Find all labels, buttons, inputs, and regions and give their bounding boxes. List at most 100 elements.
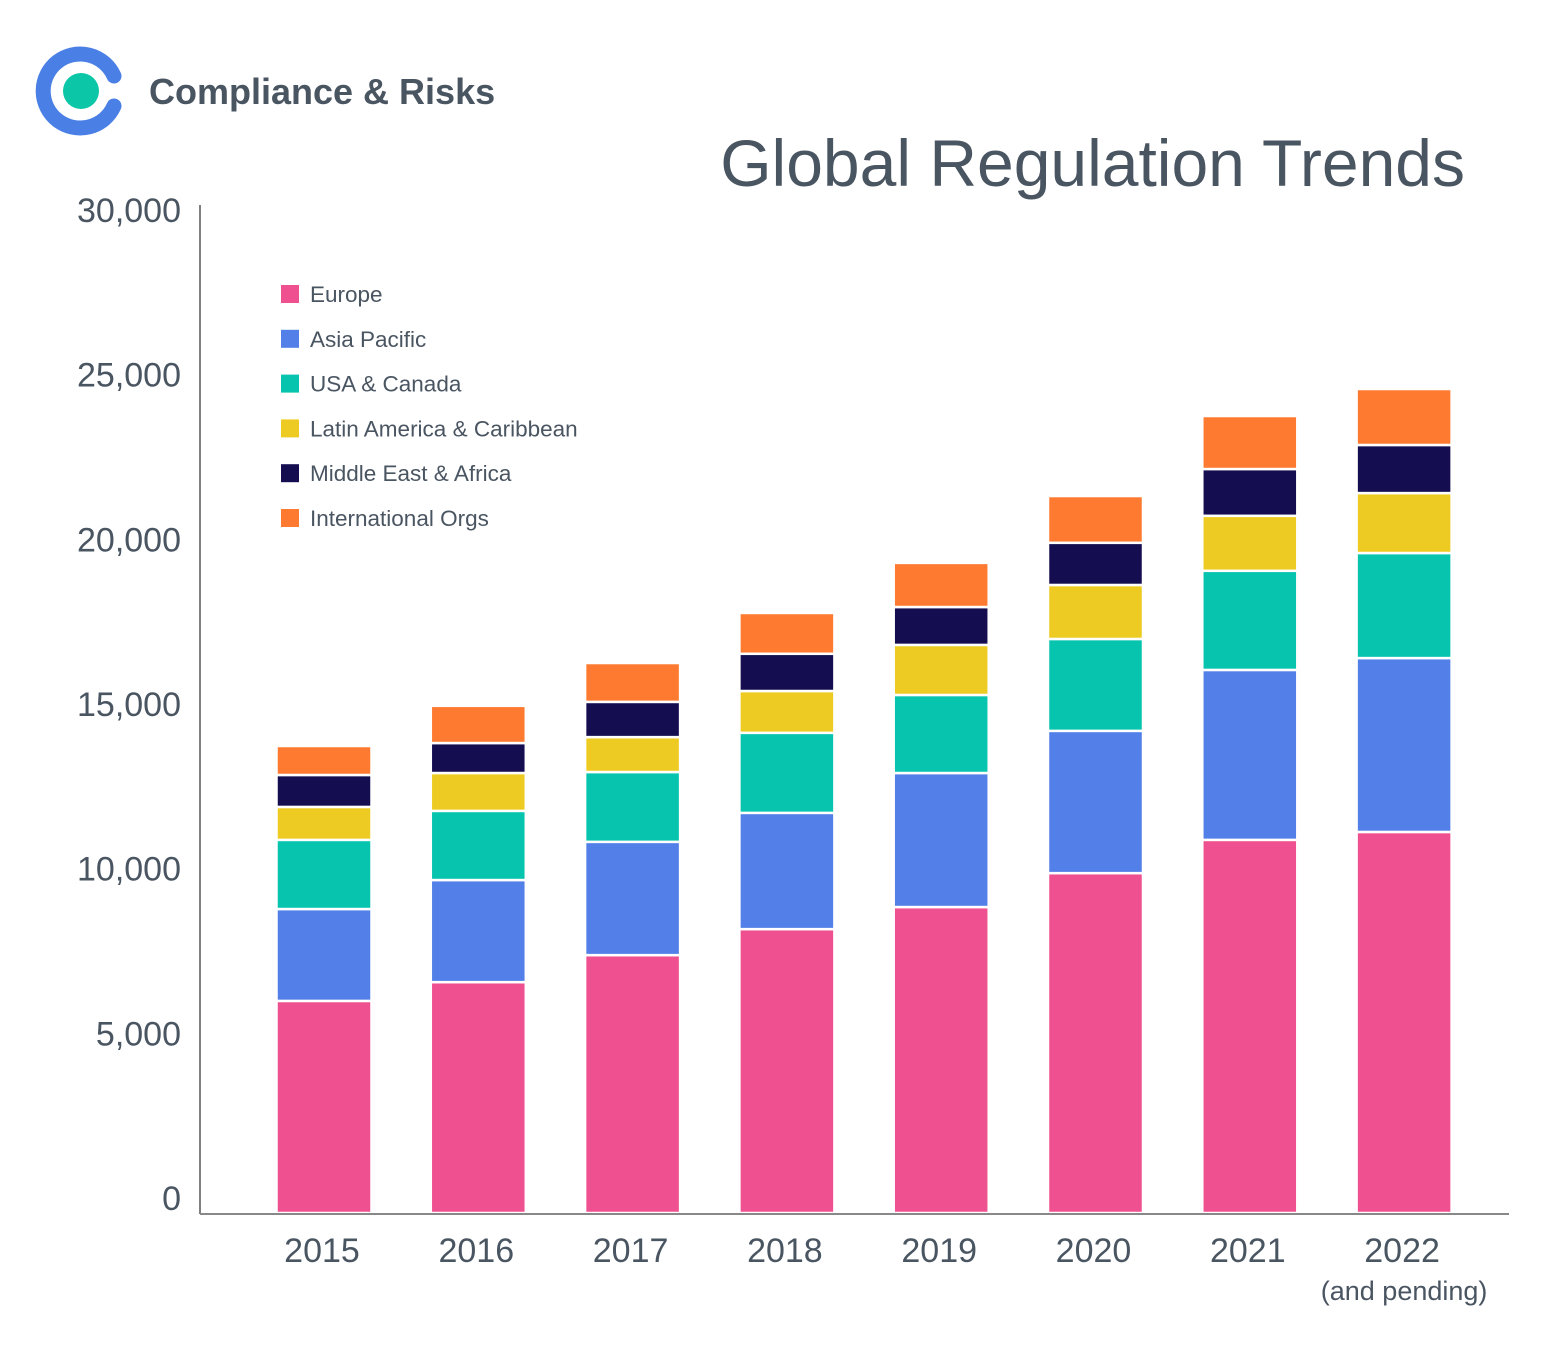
bar-segment — [429, 878, 528, 984]
bar-segment — [1046, 541, 1145, 587]
bar-segment — [275, 805, 373, 842]
x-tick-label: 2021 — [1210, 1232, 1286, 1270]
legend-label: Asia Pacific — [310, 327, 426, 352]
bar-stack-2017 — [583, 661, 682, 1215]
y-tick-label: 30,000 — [77, 192, 181, 230]
bar-segment — [892, 605, 990, 647]
bar-segment — [738, 689, 836, 735]
brand-logo: Compliance & Risks — [35, 46, 495, 136]
bar-segment — [738, 611, 836, 656]
x-tick-label: 2020 — [1056, 1232, 1132, 1270]
bar-stack-2022 — [1355, 387, 1453, 1215]
bar-segment — [275, 838, 373, 911]
legend-swatch — [281, 329, 299, 348]
x-tick-label: 2019 — [901, 1232, 977, 1270]
bar-stack-2018 — [738, 611, 836, 1215]
bar-stack-2020 — [1046, 494, 1145, 1215]
legend-label: Europe — [310, 282, 383, 307]
legend-item: USA & Canada — [281, 372, 462, 397]
bar-segment — [1355, 387, 1453, 447]
bar-segment — [1201, 569, 1299, 672]
legend-swatch — [281, 509, 299, 527]
x-axis-ticks: 2015 2016 2017 2018 2019 2020 2021 2022 (and pen… — [284, 1232, 1487, 1306]
y-tick-label: 15,000 — [77, 686, 181, 724]
bar-segment — [583, 770, 682, 844]
x-tick-label: 2015 — [284, 1232, 360, 1270]
x-tick-label: 2017 — [593, 1232, 669, 1270]
bar-stack-2016 — [429, 704, 528, 1215]
bar-segment — [1046, 637, 1145, 733]
legend-item: Asia Pacific — [281, 327, 426, 352]
bar-segment — [738, 652, 836, 693]
legend-item: Middle East & Africa — [281, 461, 512, 486]
legend-swatch — [281, 374, 299, 393]
bar-segment — [1046, 729, 1145, 875]
bar-segment — [1355, 491, 1453, 555]
x-tick-label: 2018 — [747, 1232, 823, 1270]
legend-swatch — [281, 419, 299, 438]
bar-segment — [738, 811, 836, 931]
logo-ring-icon — [35, 46, 122, 136]
bar-segment — [583, 700, 682, 739]
y-tick-label: 25,000 — [77, 357, 181, 395]
bar-segment — [1201, 668, 1299, 842]
y-tick-label: 5,000 — [96, 1015, 181, 1053]
bar-segment — [1355, 551, 1453, 660]
x-tick-note: (and pending) — [1321, 1276, 1488, 1306]
chart-title: Global Regulation Trends — [720, 126, 1465, 200]
bar-segment — [429, 809, 528, 882]
bar-segment — [583, 840, 682, 957]
x-tick-label: 2016 — [438, 1232, 514, 1270]
bar-segment — [738, 927, 836, 1215]
bar-segment — [583, 735, 682, 774]
legend: Europe Asia Pacific USA & Canada Latin Amer… — [281, 282, 578, 531]
legend-label: Middle East & Africa — [310, 461, 512, 486]
bar-segment — [1046, 871, 1145, 1215]
bar-segment — [1201, 838, 1299, 1215]
bar-segment — [892, 693, 990, 775]
legend-label: USA & Canada — [310, 372, 462, 397]
brand-name: Compliance & Risks — [149, 71, 495, 112]
legend-label: International Orgs — [310, 506, 489, 531]
bar-segment — [1046, 583, 1145, 641]
bar-stack-2019 — [892, 561, 990, 1215]
bar-segment — [892, 905, 990, 1215]
bar-segment — [1355, 656, 1453, 834]
y-tick-label: 20,000 — [77, 521, 181, 559]
y-tick-label: 0 — [162, 1180, 181, 1218]
y-tick-label: 10,000 — [77, 851, 181, 889]
x-tick-label: 2022 — [1364, 1232, 1440, 1270]
bar-segment — [429, 980, 528, 1215]
y-axis-ticks: 0 5,000 10,000 15,000 20,000 25,000 30,000 — [77, 192, 181, 1218]
legend-swatch — [281, 285, 299, 303]
bar-segment — [1201, 467, 1299, 518]
bar-segment — [583, 661, 682, 704]
bar-segment — [429, 771, 528, 813]
bar-segment — [275, 744, 373, 777]
bar-segment — [1046, 494, 1145, 545]
bar-segment — [892, 771, 990, 909]
bar-segment — [1201, 514, 1299, 573]
bar-segment — [275, 999, 373, 1215]
bar-segment — [1355, 830, 1453, 1215]
bar-segment — [1355, 443, 1453, 495]
bar-segment — [429, 704, 528, 745]
bar-segment — [275, 773, 373, 809]
legend-item: Latin America & Caribbean — [281, 416, 578, 441]
bar-stack-2021 — [1201, 414, 1299, 1215]
bar-segment — [892, 561, 990, 609]
legend-item: International Orgs — [281, 506, 489, 531]
bars — [275, 387, 1453, 1215]
bar-segment — [275, 907, 373, 1003]
bar-stack-2015 — [275, 744, 373, 1215]
bar-segment — [738, 731, 836, 815]
bar-segment — [429, 741, 528, 775]
bar-segment — [1201, 414, 1299, 471]
bar-segment — [583, 953, 682, 1215]
legend-label: Latin America & Caribbean — [310, 416, 578, 441]
logo-dot-icon — [63, 73, 99, 109]
bar-segment — [892, 643, 990, 697]
legend-item: Europe — [281, 282, 383, 307]
legend-swatch — [281, 464, 299, 483]
